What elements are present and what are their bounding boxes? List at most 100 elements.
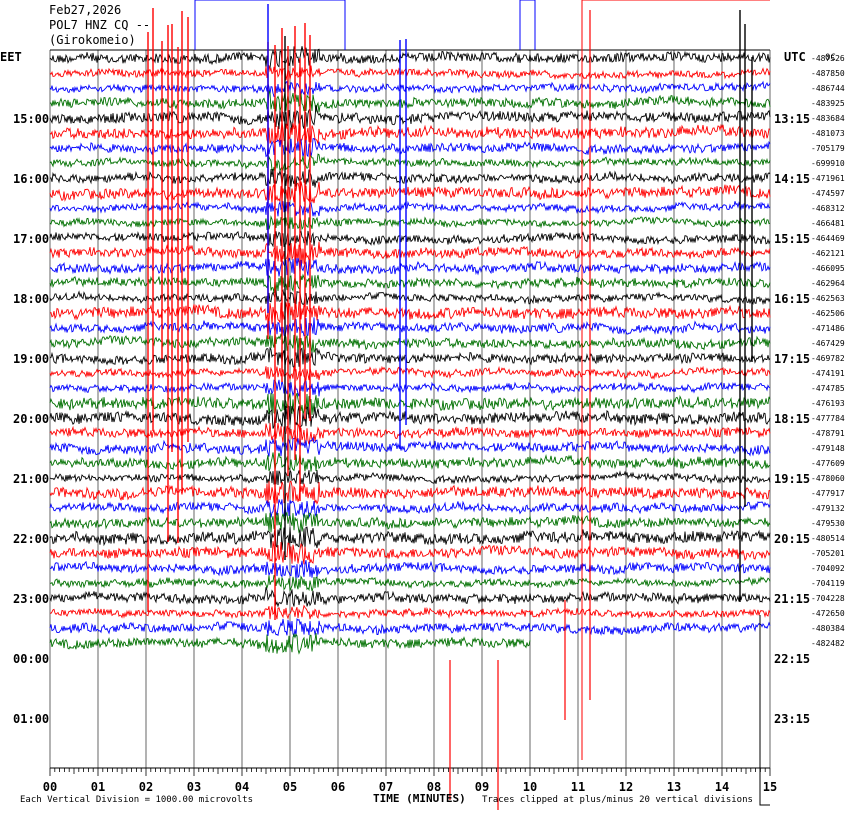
- trace-line: [49, 526, 771, 550]
- x-tick-label: 02: [139, 780, 153, 794]
- trace-line: [49, 587, 771, 608]
- trace-offset-label: -462506: [811, 309, 845, 318]
- left-hour-label: 21:00: [13, 472, 49, 486]
- trace-offset-label: -478791: [811, 429, 845, 438]
- trace-offset-label: -464469: [811, 234, 845, 243]
- left-hour-label: 19:00: [13, 352, 49, 366]
- right-hour-label: 15:15: [774, 232, 810, 246]
- date-label: Feb27,2026: [49, 3, 122, 17]
- x-tick-label: 12: [619, 780, 633, 794]
- clipping-note: Traces clipped at plus/minus 20 vertical…: [482, 795, 753, 805]
- clipped-box: [759, 615, 770, 806]
- trace-line: [49, 273, 771, 293]
- left-hour-label: 22:00: [13, 532, 49, 546]
- trace-line: [50, 168, 771, 188]
- trace-line: [49, 452, 771, 472]
- right-hour-label: 22:15: [774, 652, 810, 666]
- trace-line: [49, 138, 771, 158]
- x-tick-label: 01: [91, 780, 105, 794]
- right-hour-label: 14:15: [774, 172, 810, 186]
- trace-line: [49, 436, 771, 457]
- trace-line: [49, 230, 771, 248]
- x-axis-title: TIME (MINUTES): [373, 792, 466, 805]
- trace-line: [49, 560, 771, 580]
- trace-line: [49, 65, 771, 81]
- trace-offset-label: -483684: [811, 114, 845, 123]
- trace-offset-label: -487526: [811, 54, 845, 63]
- seismic-traces: [49, 46, 771, 655]
- trace-offset-label: -480514: [811, 534, 845, 543]
- trace-offset-label: -477609: [811, 459, 845, 468]
- right-hour-label: 17:15: [774, 352, 810, 366]
- trace-line: [49, 365, 771, 382]
- trace-offset-label: -477784: [811, 414, 845, 423]
- trace-offset-label: -479530: [811, 519, 845, 528]
- trace-line: [49, 379, 771, 397]
- trace-offset-label: -471961: [811, 174, 845, 183]
- trace-line: [49, 181, 771, 204]
- x-axis: 00 01 02 03 04 05 06 07 08 09 10 11 12 13 14 15: [43, 768, 777, 794]
- trace-offset-label: -469782: [811, 354, 845, 363]
- trace-line: [49, 604, 771, 620]
- trace-offset-label: -477917: [811, 489, 845, 498]
- trace-offset-label: -480384: [811, 624, 845, 633]
- trace-offset-labels: -487526 -487850 -486744 -483925 -483684 -4810…: [811, 54, 845, 648]
- trace-offset-label: -474597: [811, 189, 845, 198]
- x-tick-label: 06: [331, 780, 345, 794]
- trace-line: [49, 215, 771, 231]
- station-label: POL7 HNZ CQ --: [49, 18, 151, 32]
- trace-offset-label: -466095: [811, 264, 845, 273]
- trace-offset-label: -704119: [811, 579, 845, 588]
- x-tick-label: 11: [571, 780, 585, 794]
- trace-line: [49, 200, 771, 218]
- trace-line: [49, 89, 771, 113]
- axis-labels: EET UTC 0C 15:00 16:00 17:00 18:00 19:00 20:00 21…: [0, 50, 836, 726]
- clipped-box: [519, 0, 536, 50]
- trace-line: [49, 469, 771, 486]
- x-tick-label: 13: [667, 780, 681, 794]
- trace-offset-label: -704092: [811, 564, 845, 573]
- clipped-spikes: [147, 0, 770, 810]
- right-hour-label: 18:15: [774, 412, 810, 426]
- top-right-mark: 0C: [825, 53, 836, 63]
- x-tick-label: 14: [715, 780, 729, 794]
- trace-line: [49, 480, 771, 505]
- trace-line: [49, 289, 771, 306]
- left-timezone-label: EET: [0, 50, 22, 64]
- trace-offset-label: -704228: [811, 594, 845, 603]
- trace-line: [49, 121, 771, 146]
- right-hour-label: 23:15: [774, 712, 810, 726]
- trace-offset-label: -471486: [811, 324, 845, 333]
- left-hour-label: 23:00: [13, 592, 49, 606]
- clipped-box: [581, 0, 770, 760]
- trace-offset-label: -476193: [811, 399, 845, 408]
- trace-line: [49, 632, 531, 655]
- left-hour-label: 18:00: [13, 292, 49, 306]
- trace-offset-label: -486744: [811, 84, 845, 93]
- trace-line: [49, 392, 771, 416]
- x-tick-label: 15: [763, 780, 777, 794]
- right-hour-label: 20:15: [774, 532, 810, 546]
- right-hour-label: 16:15: [774, 292, 810, 306]
- trace-offset-label: -472650: [811, 609, 845, 618]
- trace-line: [49, 241, 771, 265]
- x-tick-label: 10: [523, 780, 537, 794]
- right-hour-label: 21:15: [774, 592, 810, 606]
- trace-offset-label: -482482: [811, 639, 845, 648]
- trace-line: [49, 105, 771, 131]
- trace-offset-label: -466481: [811, 219, 845, 228]
- trace-line: [49, 405, 771, 430]
- trace-offset-label: -474785: [811, 384, 845, 393]
- trace-offset-label: -468312: [811, 204, 845, 213]
- left-hour-label: 20:00: [13, 412, 49, 426]
- trace-line: [49, 618, 771, 637]
- trace-offset-label: -479132: [811, 504, 845, 513]
- x-tick-label: 09: [475, 780, 489, 794]
- right-hour-label: 19:15: [774, 472, 810, 486]
- x-tick-label: 05: [283, 780, 297, 794]
- x-tick-label: 07: [379, 780, 393, 794]
- left-hour-label: 16:00: [13, 172, 49, 186]
- right-hour-label: 13:15: [774, 112, 810, 126]
- trace-line: [49, 575, 771, 592]
